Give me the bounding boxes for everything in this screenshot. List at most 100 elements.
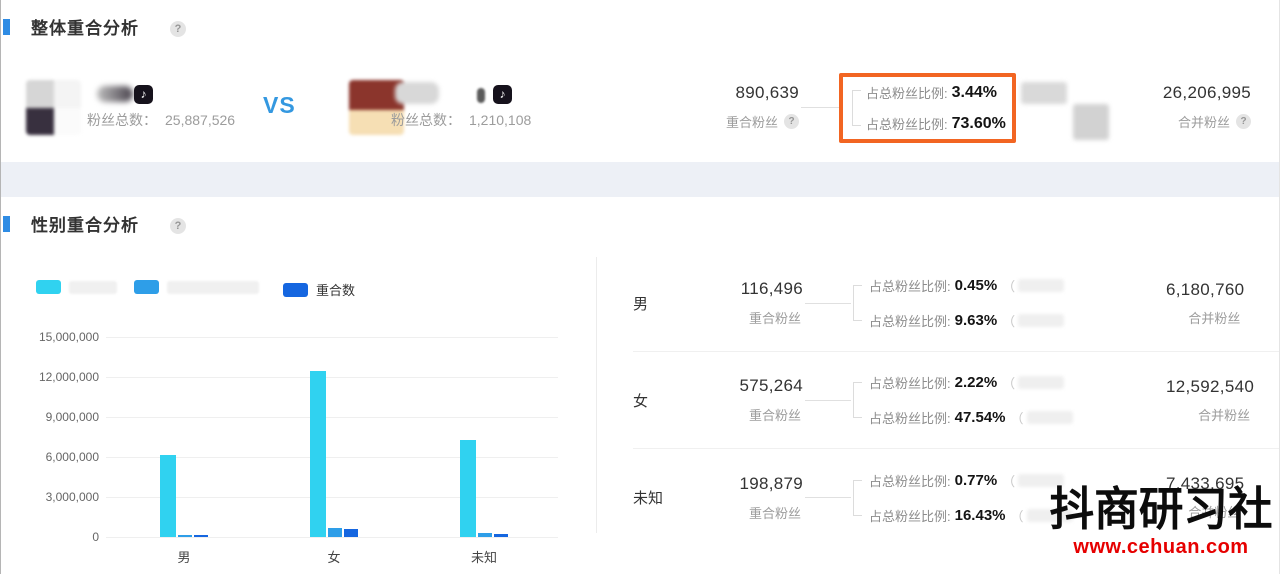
ratio-label: 占总粉丝比例:	[869, 473, 951, 489]
overlap-fans-label: 重合粉丝	[748, 505, 801, 521]
paren: （	[1002, 473, 1016, 489]
ratio-label: 占总粉丝比例:	[869, 376, 951, 391]
bar-account-a-fans[interactable]	[460, 440, 476, 537]
legend-item-account-a[interactable]	[36, 280, 117, 294]
ratio-label: 占总粉丝比例:	[866, 117, 948, 132]
merged-fans-label: 合并粉丝	[1188, 505, 1241, 520]
merged-fans-value: 6,180,760	[1166, 279, 1245, 299]
bar-account-a-fans[interactable]	[160, 455, 176, 537]
merged-fans-value: 26,206,995	[1162, 83, 1251, 102]
overlap-fans-block: 890,639 重合粉丝 ?	[689, 83, 799, 131]
gender-row-male: 男 116,496 重合粉丝 占总粉丝比例: 0.45% （ 占总粉丝比例:	[633, 255, 1279, 352]
gender-name: 女	[633, 392, 649, 410]
ratio-value: 47.54%	[954, 409, 1006, 426]
x-axis-category-label: 男	[177, 550, 191, 565]
overlap-fans-block: 198,879 重合粉丝	[688, 474, 803, 522]
legend-item-account-b[interactable]	[134, 280, 259, 294]
overall-section-title: 整体重合分析	[31, 19, 139, 38]
y-axis-tick-label: 12,000,000	[38, 370, 99, 384]
redacted-name-blob	[1026, 508, 1073, 522]
gender-chart-plot	[106, 337, 558, 538]
bar-重合数[interactable]	[194, 535, 208, 537]
y-axis-tick-label: 3,000,000	[45, 490, 99, 504]
merged-fans-block: 6,180,760 合并粉丝	[1166, 279, 1279, 327]
legend-swatch-blue	[134, 280, 159, 294]
paren: （	[1002, 314, 1016, 329]
merged-fans-label: 合并粉丝	[1177, 115, 1230, 130]
paren: （	[1002, 279, 1016, 294]
connector-bracket	[853, 479, 865, 516]
legend-item-overlap[interactable]: 重合数	[283, 280, 355, 299]
ratio-line-a: 占总粉丝比例: 3.44%	[866, 83, 1006, 102]
gender-row-female: 女 575,264 重合粉丝 占总粉丝比例: 2.22% （ 占总粉丝比例:	[633, 352, 1279, 449]
redacted-name-blob	[1026, 411, 1073, 424]
bar-重合数[interactable]	[344, 529, 358, 537]
site-watermark: 抖商研习社 www.cehuan.com	[1045, 484, 1277, 558]
gridline	[106, 337, 558, 338]
ratio-line-b: 占总粉丝比例: 73.60%	[866, 114, 1006, 133]
fans-total-value: 25,887,526	[165, 112, 236, 128]
gender-row-unknown: 未知 198,879 重合粉丝 占总粉丝比例: 0.77% （ 占总粉丝比例:	[633, 449, 1279, 546]
ratio-label: 占总粉丝比例:	[869, 279, 951, 294]
overall-help-icon[interactable]: ?	[170, 21, 186, 37]
overlap-fans-label: 重合粉丝	[725, 115, 778, 130]
bar-account-b-fans[interactable]	[478, 533, 492, 537]
legend-label-redacted	[167, 280, 259, 294]
ratio-line-a: 占总粉丝比例: 0.45% （	[869, 276, 1166, 295]
gender-section-title: 性别重合分析	[31, 216, 139, 235]
overlap-fans-block: 116,496 重合粉丝	[688, 279, 803, 327]
bar-重合数[interactable]	[494, 534, 508, 537]
merged-fans-block: 12,592,540 合并粉丝	[1166, 376, 1279, 424]
overlap-fans-value: 116,496	[740, 279, 803, 298]
ratio-value: 0.77%	[954, 471, 998, 489]
gridline	[106, 497, 558, 498]
overlap-fans-value: 198,879	[739, 473, 803, 493]
ratio-label: 占总粉丝比例:	[869, 411, 951, 426]
overlap-fans-label: 重合粉丝	[748, 408, 801, 423]
account-b-name-redacted	[395, 82, 439, 104]
paren: （	[1010, 508, 1024, 524]
x-axis-category-label: 女	[327, 550, 341, 565]
gridline	[106, 417, 558, 418]
merged-fans-value: 12,592,540	[1166, 376, 1255, 396]
merged-fans-label: 合并粉丝	[1188, 310, 1241, 326]
legend-swatch-cyan	[36, 280, 61, 294]
overlap-fans-block: 575,264 重合粉丝	[688, 376, 803, 424]
ratio-highlight-box: 占总粉丝比例: 3.44% 占总粉丝比例: 73.60%	[839, 73, 1016, 143]
bar-account-b-fans[interactable]	[178, 535, 192, 537]
legend-label-redacted	[69, 280, 117, 294]
fans-total-label: 粉丝总数：	[87, 112, 157, 128]
overlap-fans-value: 575,264	[739, 376, 803, 395]
ratio-label: 占总粉丝比例:	[866, 86, 948, 101]
gender-overlap-card: 性别重合分析 ? 重合数 15,000,000 12,000,000 9,000,0…	[1, 197, 1279, 574]
x-axis-category-label: 未知	[470, 550, 497, 565]
fans-total-label: 粉丝总数：	[391, 112, 461, 128]
gender-name: 未知	[633, 490, 664, 507]
gender-help-icon[interactable]: ?	[170, 218, 186, 234]
ratio-line-a: 占总粉丝比例: 0.77% （	[869, 471, 1166, 490]
bar-account-a-fans[interactable]	[310, 371, 326, 537]
paren: （	[1010, 411, 1024, 426]
connector-bracket	[852, 90, 864, 126]
paren: （	[1002, 376, 1016, 391]
y-axis-tick-label: 15,000,000	[38, 330, 99, 344]
overall-overlap-card: 整体重合分析 ? ♪ 粉丝总数： 25,887,526 VS ♪ 粉丝总数： 1,2…	[1, 0, 1279, 162]
douyin-icon: ♪	[493, 85, 512, 104]
merged-help-icon[interactable]: ?	[1236, 114, 1251, 129]
connector-bracket	[853, 285, 865, 321]
account-a-fans-total: 粉丝总数： 25,887,526	[87, 110, 235, 130]
ratio-value: 9.63%	[954, 312, 998, 329]
ratio-line-b: 占总粉丝比例: 16.43% （	[869, 506, 1166, 525]
overlap-fans-value: 890,639	[735, 83, 799, 102]
gridline	[106, 537, 558, 538]
account-b-name-redacted-2	[477, 88, 485, 103]
gender-bar-chart: 15,000,000 12,000,000 9,000,000 6,000,000 3,…	[21, 330, 566, 570]
section-separator	[1, 162, 1279, 197]
overlap-help-icon[interactable]: ?	[784, 114, 799, 129]
account-a-name-redacted	[97, 86, 133, 102]
y-axis-tick-label: 9,000,000	[45, 410, 99, 424]
ratio-value: 2.22%	[954, 374, 998, 391]
watermark-name: 抖商研习社	[1049, 483, 1273, 535]
bar-account-b-fans[interactable]	[328, 528, 342, 537]
